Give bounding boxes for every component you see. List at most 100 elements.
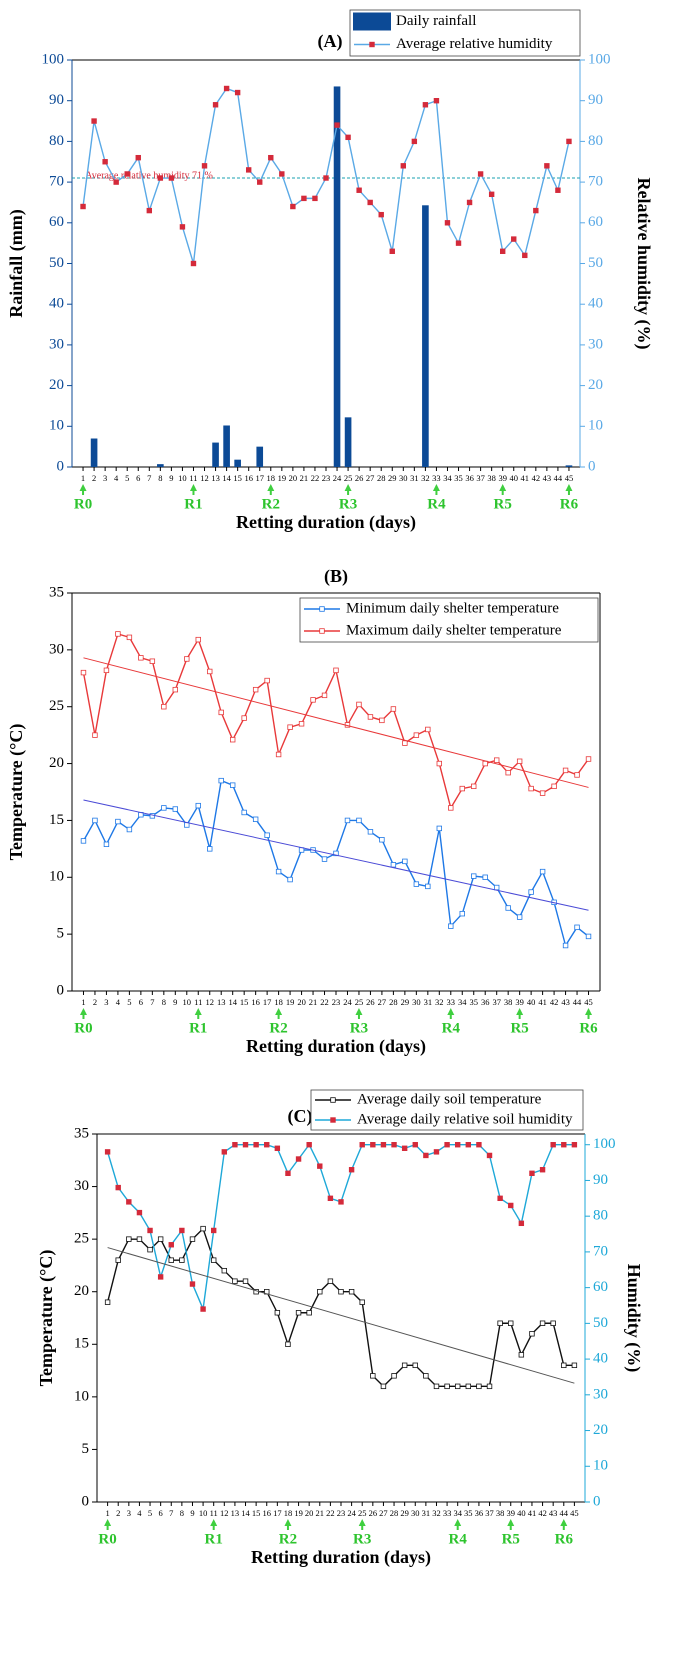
marker: [301, 195, 307, 202]
marker: [433, 1383, 440, 1390]
x-tick-label: 11: [189, 473, 197, 483]
marker: [338, 1199, 344, 1205]
marker: [516, 914, 523, 920]
marker: [499, 248, 506, 254]
marker: [465, 1142, 472, 1148]
marker: [80, 669, 87, 676]
marker: [275, 868, 282, 875]
x-tick-label: 35: [454, 473, 463, 483]
marker: [444, 1383, 450, 1390]
stage-label: R1: [189, 1020, 207, 1036]
marker: [539, 790, 546, 796]
marker: [274, 1310, 281, 1316]
marker: [344, 817, 351, 824]
marker: [91, 118, 97, 124]
x-axis-title: Retting duration (days): [246, 1036, 426, 1057]
x-tick-label: 27: [379, 1508, 388, 1518]
marker: [157, 175, 164, 181]
stage-label: R2: [279, 1531, 297, 1547]
y2-tick-label: 20: [588, 377, 603, 393]
x-tick-label: 40: [527, 997, 536, 1007]
x-tick-label: 28: [389, 997, 398, 1007]
marker: [245, 167, 252, 173]
x-tick-label: 26: [366, 997, 375, 1007]
x-tick-label: 29: [400, 1508, 409, 1518]
x-tick-label: 4: [116, 997, 121, 1007]
marker: [124, 171, 130, 177]
marker: [466, 199, 473, 206]
marker: [348, 1167, 355, 1173]
marker: [528, 889, 534, 895]
marker: [149, 658, 156, 664]
x-tick-label: 45: [565, 473, 574, 483]
marker: [287, 724, 293, 730]
x-tick-label: 28: [390, 1508, 399, 1518]
marker: [533, 207, 539, 214]
marker: [295, 1156, 302, 1162]
x-tick-label: 4: [137, 1508, 142, 1518]
trend-line: [107, 1247, 575, 1384]
marker: [200, 1306, 206, 1312]
x-tick-label: 11: [194, 997, 202, 1007]
y-tick-label: 30: [74, 1178, 89, 1194]
bar: [422, 205, 429, 467]
y2-tick-label: 30: [588, 336, 603, 352]
bar: [333, 86, 341, 467]
x-tick-label: 8: [162, 997, 166, 1007]
stage-arrow: [560, 1519, 568, 1530]
marker: [232, 1142, 238, 1148]
legend-label: Minimum daily shelter temperature: [346, 600, 559, 616]
marker: [179, 1227, 185, 1234]
marker: [287, 876, 293, 883]
x-tick-label: 31: [424, 997, 433, 1007]
marker: [333, 667, 339, 674]
x-tick-label: 43: [549, 1508, 558, 1518]
x-tick-label: 16: [251, 997, 260, 1007]
marker: [80, 203, 86, 210]
marker: [511, 236, 517, 242]
x-tick-label: 26: [369, 1508, 378, 1518]
marker: [168, 1257, 174, 1263]
stage-label: R0: [98, 1531, 116, 1547]
x-tick-label: 33: [443, 1508, 452, 1518]
stage-label: R0: [74, 496, 92, 512]
stage-arrow: [516, 1008, 524, 1019]
marker: [195, 802, 201, 809]
x-tick-label: 8: [180, 1508, 184, 1518]
x-tick-label: 11: [210, 1508, 218, 1518]
x-tick-label: 38: [496, 1508, 505, 1518]
x-tick-label: 44: [554, 473, 563, 483]
x-tick-label: 41: [528, 1508, 537, 1518]
y-tick-label: 40: [49, 296, 64, 312]
marker: [379, 837, 385, 843]
panel-title: (A): [318, 31, 343, 52]
y-tick-label: 10: [74, 1388, 89, 1404]
stage-arrow: [499, 484, 507, 495]
marker: [136, 1209, 143, 1216]
y2-tick-label: 30: [593, 1386, 608, 1402]
x-tick-label: 30: [411, 1508, 420, 1518]
legend-marker: [319, 606, 325, 612]
x-tick-label: 39: [506, 1508, 515, 1518]
marker: [306, 1310, 312, 1316]
marker: [210, 1257, 217, 1263]
marker: [436, 760, 443, 767]
marker: [444, 220, 451, 226]
x-tick-label: 23: [322, 473, 331, 483]
marker: [295, 1310, 302, 1316]
marker: [378, 211, 384, 218]
marker: [413, 881, 420, 887]
marker: [471, 873, 477, 879]
marker: [571, 1362, 578, 1369]
marker: [218, 709, 224, 716]
x-tick-label: 37: [492, 997, 501, 1007]
x-tick-label: 2: [92, 473, 96, 483]
marker: [92, 817, 98, 824]
y2-tick-label: 80: [593, 1208, 608, 1224]
bar: [223, 425, 230, 467]
marker: [401, 1145, 408, 1151]
marker: [497, 1195, 503, 1202]
x-tick-label: 13: [211, 473, 220, 483]
x-tick-label: 28: [377, 473, 386, 483]
stage-arrow: [358, 1519, 366, 1530]
